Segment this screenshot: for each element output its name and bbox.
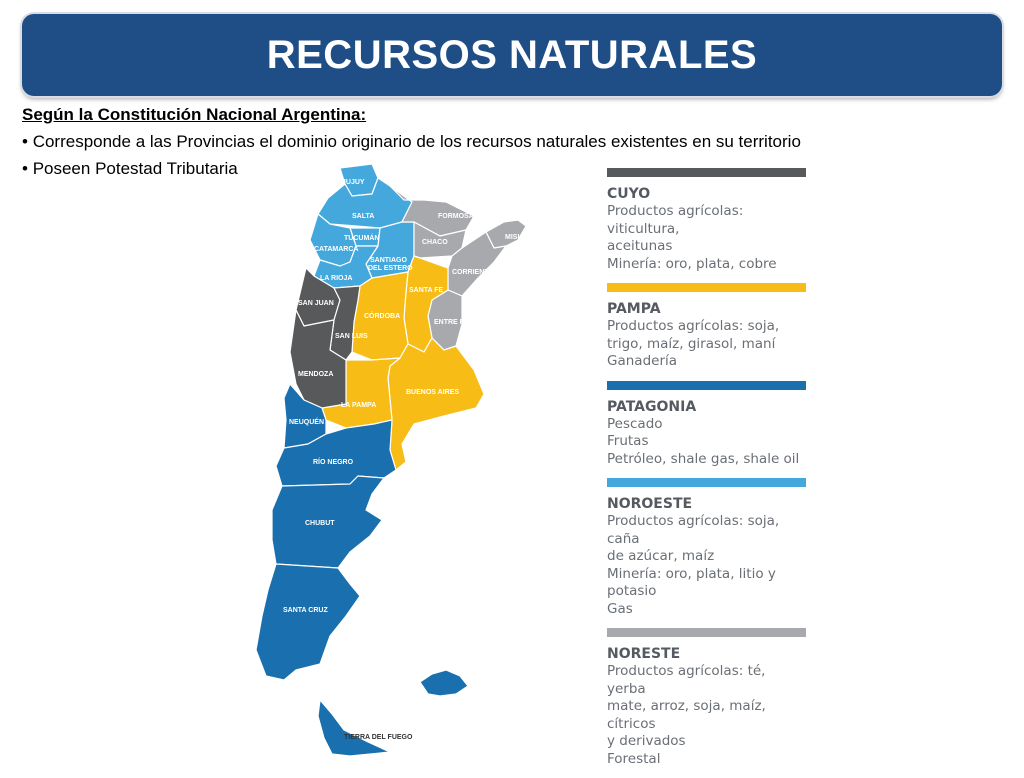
label-buenos-aires: BUENOS AIRES <box>406 389 459 396</box>
legend-pampa-name: PAMPA <box>607 301 661 317</box>
legend-noreste-line: Forestal <box>607 750 661 767</box>
label-mendoza: MENDOZA <box>298 371 333 378</box>
legend-patagonia-bar <box>607 380 806 390</box>
legend-cuyo-line: Minería: oro, plata, cobre <box>607 255 777 272</box>
province-tierra-del-fuego <box>317 699 391 757</box>
legend-noreste-bar <box>607 628 806 637</box>
legend-patagonia: PATAGONIA Pescado Frutas Petróleo, shale… <box>607 380 807 469</box>
legend-pampa-line: trigo, maíz, girasol, maní <box>607 335 776 352</box>
intro-text: Según la Constitución Nacional Argentina… <box>22 101 1012 182</box>
province-santa-cruz <box>255 563 361 681</box>
label-santa-cruz: SANTA CRUZ <box>283 607 328 614</box>
legend-noreste-line: y derivados <box>607 733 686 749</box>
legend-noroeste-line: Productos agrícolas: soja, caña <box>607 513 780 547</box>
legend-noreste-name: NORESTE <box>607 646 681 662</box>
label-tucuman: TUCUMÁN <box>344 233 379 242</box>
legend-noroeste-line: Minería: oro, plata, litio y potasio <box>607 565 776 600</box>
intro-heading: Según la Constitución Nacional Argentina… <box>22 105 367 124</box>
legend-pampa-line: Productos agrícolas: soja, <box>607 318 780 334</box>
region-legend: CUYO Productos agrícolas: viticultura, a… <box>607 168 807 778</box>
legend-noroeste-bar <box>607 478 806 487</box>
legend-noroeste-line: de azúcar, maíz <box>607 548 715 564</box>
label-santiago: SANTIAGO DEL ESTERO <box>368 257 413 272</box>
argentina-map: JUJUY SALTA FORMOSA TUCUMÁN MISIONES CAT… <box>255 163 540 757</box>
legend-pampa-bar <box>607 283 806 292</box>
label-san-juan: SAN JUAN <box>298 300 334 307</box>
label-neuquen: NEUQUÉN <box>289 417 324 426</box>
legend-patagonia-line: Petróleo, shale gas, shale oil <box>607 450 800 467</box>
legend-pampa-line: Ganadería <box>607 353 678 369</box>
label-santa-fe: SANTA FE <box>409 287 444 294</box>
label-chaco: CHACO <box>422 239 448 246</box>
legend-cuyo-line: aceitunas <box>607 238 673 254</box>
province-chubut <box>271 475 385 569</box>
islas-malvinas <box>419 669 469 697</box>
province-mendoza <box>289 309 347 409</box>
legend-patagonia-name: PATAGONIA <box>607 398 697 415</box>
label-jujuy: JUJUY <box>342 179 365 186</box>
legend-noroeste-name: NOROESTE <box>607 496 693 512</box>
province-buenos-aires <box>387 337 485 471</box>
legend-noroeste: NOROESTE Productos agrícolas: soja, caña… <box>607 478 807 618</box>
legend-cuyo-line: Productos agrícolas: viticultura, <box>607 203 744 237</box>
legend-patagonia-line: Frutas <box>607 433 649 449</box>
label-salta: SALTA <box>352 213 374 220</box>
label-la-rioja: LA RIOJA <box>320 275 352 282</box>
title-banner: RECURSOS NATURALES <box>22 14 1002 96</box>
label-la-pampa: LA PAMPA <box>341 402 376 409</box>
legend-cuyo-bar <box>607 168 806 177</box>
label-san-luis: SAN LUIS <box>335 333 368 340</box>
label-entre-rios: ENTRE RÍOS <box>434 317 477 326</box>
label-tierra-del-fuego: TIERRA DEL FUEGO <box>344 734 413 741</box>
intro-bullet-1: Corresponde a las Provincias el dominio … <box>22 128 1012 155</box>
label-chubut: CHUBUT <box>305 520 335 527</box>
label-corrientes: CORRIENTES <box>452 269 498 276</box>
legend-noreste: NORESTE Productos agrícolas: té, yerba m… <box>607 628 807 768</box>
intro-bullet-2: Poseen Potestad Tributaria <box>22 155 1012 182</box>
legend-patagonia-line: Pescado <box>607 415 663 432</box>
label-cordoba: CÓRDOBA <box>364 311 400 320</box>
label-rio-negro: RÍO NEGRO <box>313 457 354 466</box>
legend-noreste-line: mate, arroz, soja, maíz, cítricos <box>607 698 766 732</box>
label-formosa: FORMOSA <box>438 213 474 220</box>
legend-noroeste-line: Gas <box>607 600 633 617</box>
legend-noreste-line: Productos agrícolas: té, yerba <box>607 663 766 697</box>
legend-cuyo: CUYO Productos agrícolas: viticultura, a… <box>607 168 807 273</box>
legend-cuyo-name: CUYO <box>607 186 651 202</box>
legend-pampa: PAMPA Productos agrícolas: soja, trigo, … <box>607 283 807 371</box>
label-catamarca: CATAMARCA <box>314 246 358 253</box>
slide-title: RECURSOS NATURALES <box>266 32 758 77</box>
province-san-luis <box>329 285 361 361</box>
label-misiones: MISIONES <box>505 234 540 241</box>
